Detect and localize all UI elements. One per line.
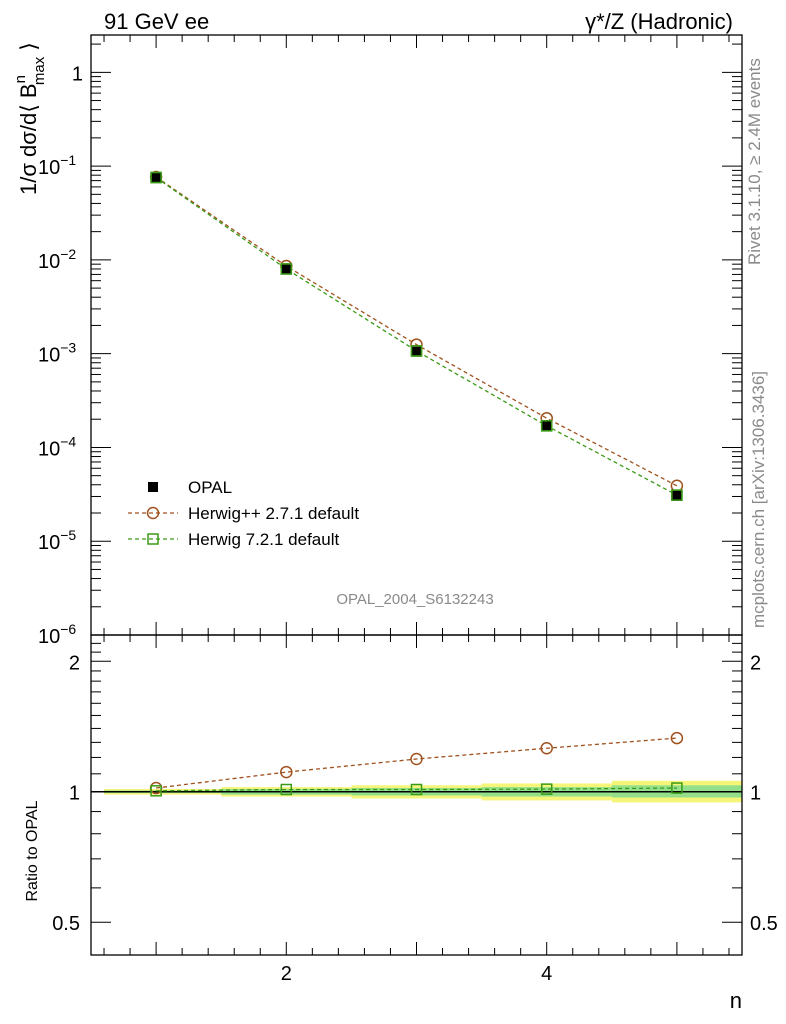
data-point	[280, 765, 293, 779]
data-point	[410, 752, 423, 766]
y-tick-label: 10−2	[38, 246, 76, 273]
data-point	[671, 782, 683, 794]
main-y-axis-label-sub: max	[31, 56, 48, 85]
main-y-axis-label: 1/σ dσ/d⟨ Bn max ⟩	[12, 42, 48, 195]
mcplots-label: mcplots.cern.ch [arXiv:1306.3436]	[749, 371, 768, 628]
y-tick-label: 10−4	[38, 433, 76, 460]
data-point	[670, 731, 684, 745]
ratio-y-tick-label: 0.5	[52, 913, 80, 935]
data-point	[671, 489, 683, 501]
data-point	[540, 742, 553, 755]
legend-label: Herwig++ 2.7.1 default	[188, 504, 359, 523]
x-axis-label: n	[730, 988, 742, 1013]
series-line	[156, 737, 677, 789]
main-y-axis-label-base: 1/σ dσ/d⟨ B	[16, 83, 41, 195]
y-tick-label: 10−5	[38, 527, 76, 554]
legend-marker	[148, 482, 158, 492]
ratio-y-tick-label: 1	[69, 783, 80, 805]
legend-marker	[146, 506, 160, 520]
ratio-panel: 2 4 0.5 0.5 1 1 2 2	[52, 634, 778, 985]
ratio-y-tick-label-right: 2	[750, 652, 761, 674]
analysis-watermark: OPAL_2004_S6132243	[336, 591, 493, 608]
main-y-axis-label-sup: n	[12, 75, 29, 83]
header-right: γ*/Z (Hadronic)	[585, 9, 733, 34]
main-panel: 10−6 10−5 10−4 10−3 10−2 10−1 1	[38, 34, 743, 648]
data-point	[151, 172, 162, 183]
x-tick-label: 2	[281, 963, 292, 985]
data-point	[280, 783, 293, 796]
ratio-y-axis-label: Ratio to OPAL	[24, 800, 41, 901]
series-line	[155, 177, 678, 496]
legend-marker	[147, 533, 159, 545]
data-point	[540, 420, 553, 432]
y-tick-label: 10−6	[38, 621, 76, 648]
y-tick-label: 10−3	[38, 340, 76, 367]
data-point	[540, 783, 553, 795]
data-point	[410, 345, 423, 357]
data-point	[410, 783, 423, 796]
data-point	[671, 490, 682, 501]
legend-label: Herwig 7.2.1 default	[188, 530, 339, 549]
data-point	[541, 421, 552, 432]
data-point	[411, 346, 422, 357]
rivet-version-label: Rivet 3.1.10, ≥ 2.4M events	[745, 58, 764, 265]
x-tick-label: 4	[541, 963, 552, 985]
data-point	[150, 171, 162, 184]
ratio-y-tick-label: 2	[69, 652, 80, 674]
ratio-y-tick-label-right: 1	[750, 783, 761, 805]
series-line	[155, 176, 678, 487]
y-tick-label: 10−1	[38, 152, 76, 179]
ratio-y-tick-label-right: 0.5	[750, 913, 778, 935]
main-y-axis-label-close: ⟩	[16, 42, 41, 51]
data-point	[150, 785, 162, 797]
y-tick-label: 1	[72, 63, 83, 85]
series-line	[156, 787, 677, 792]
data-point	[281, 264, 292, 275]
header-left: 91 GeV ee	[104, 9, 209, 34]
legend-label: OPAL	[188, 478, 232, 497]
legend: OPAL Herwig++ 2.7.1 default Herwig 7.2.1 d…	[128, 478, 359, 549]
data-point	[280, 263, 293, 275]
